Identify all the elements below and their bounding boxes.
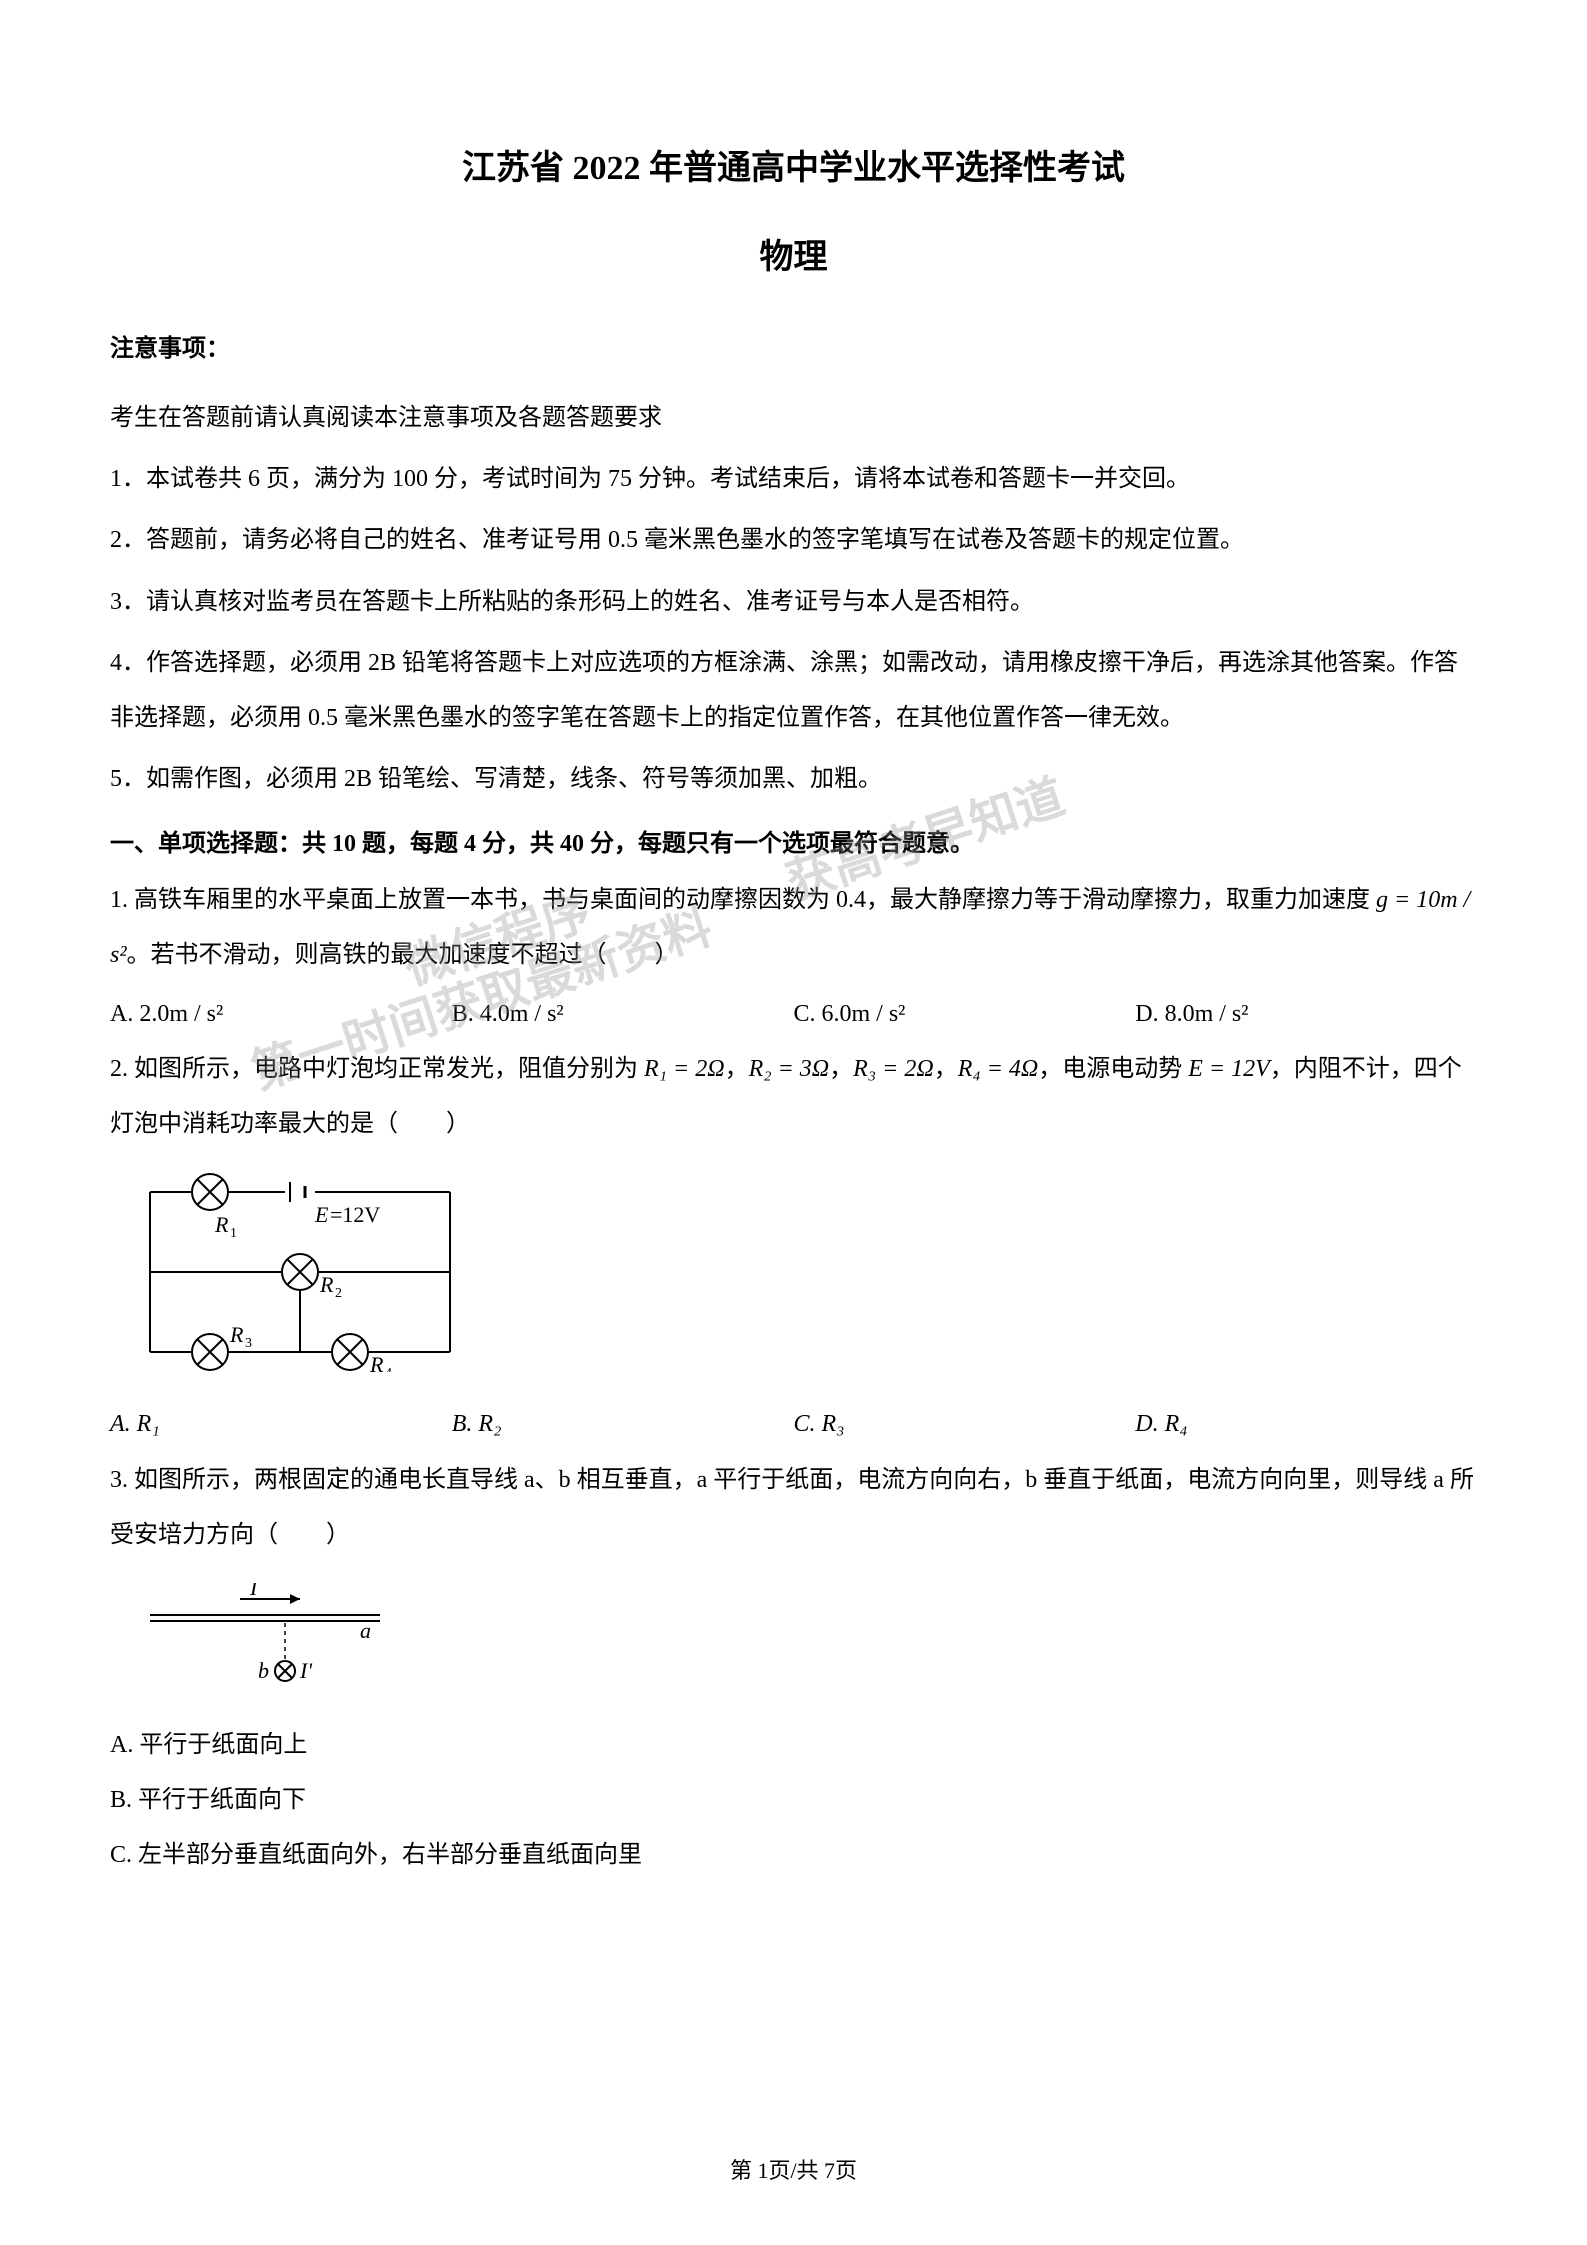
q2-r3: R₃ = 2Ω	[853, 1056, 934, 1082]
sep: ，	[934, 1056, 958, 1082]
notice-item: 4．作答选择题，必须用 2B 铅笔将答题卡上对应选项的方框涂满、涂黑；如需改动，…	[110, 636, 1477, 746]
notice-item: 2．答题前，请务必将自己的姓名、准考证号用 0.5 毫米黑色墨水的签字笔填写在试…	[110, 513, 1477, 568]
notice-item: 1．本试卷共 6 页，满分为 100 分，考试时间为 75 分钟。考试结束后，请…	[110, 452, 1477, 507]
q1-opt-a: A. 2.0m / s²	[110, 987, 452, 1042]
q3-opt-a: A. 平行于纸面向上	[110, 1718, 1477, 1773]
q3-options: A. 平行于纸面向上 B. 平行于纸面向下 C. 左半部分垂直纸面向外，右半部分…	[110, 1718, 1477, 1884]
exam-subject: 物理	[110, 229, 1477, 278]
q2-opt-a: A. R₁	[110, 1397, 452, 1452]
svg-text:b: b	[258, 1658, 269, 1683]
question-1: 1. 高铁车厢里的水平桌面上放置一本书，书与桌面间的动摩擦因数为 0.4，最大静…	[110, 873, 1477, 983]
svg-text:a: a	[360, 1618, 371, 1643]
svg-text:E: E	[314, 1202, 329, 1227]
svg-text:R: R	[319, 1272, 334, 1297]
svg-text:3: 3	[245, 1336, 252, 1351]
svg-text:I: I	[249, 1583, 259, 1600]
svg-text:=12V: =12V	[330, 1202, 380, 1227]
question-3: 3. 如图所示，两根固定的通电长直导线 a、b 相互垂直，a 平行于纸面，电流方…	[110, 1453, 1477, 1563]
q1-options: A. 2.0m / s² B. 4.0m / s² C. 6.0m / s² D…	[110, 987, 1477, 1042]
question-2: 2. 如图所示，电路中灯泡均正常发光，阻值分别为 R₁ = 2Ω，R₂ = 3Ω…	[110, 1042, 1477, 1152]
svg-text:2: 2	[335, 1286, 342, 1301]
notice-header: 注意事项：	[110, 328, 1477, 363]
q1-text-prefix: 1. 高铁车厢里的水平桌面上放置一本书，书与桌面间的动摩擦因数为 0.4，最大静…	[110, 887, 1376, 913]
q2-r1: R₁ = 2Ω	[644, 1056, 725, 1082]
q2-mid: ，电源电动势	[1038, 1056, 1188, 1082]
q2-emf: E = 12V	[1188, 1056, 1270, 1082]
q2-r2: R₂ = 3Ω	[749, 1056, 830, 1082]
q3-opt-c: C. 左半部分垂直纸面向外，右半部分垂直纸面向里	[110, 1828, 1477, 1883]
svg-text:I': I'	[299, 1658, 312, 1683]
q2-r4: R₄ = 4Ω	[958, 1056, 1039, 1082]
q1-text-suffix: 。若书不滑动，则高铁的最大加速度不超过（ ）	[127, 942, 679, 968]
svg-text:R: R	[229, 1322, 244, 1347]
svg-text:R: R	[214, 1212, 229, 1237]
notice-intro: 考生在答题前请认真阅读本注意事项及各题答题要求	[110, 391, 1477, 446]
q2-opt-c: C. R₃	[794, 1397, 1136, 1452]
q3-opt-b: B. 平行于纸面向下	[110, 1773, 1477, 1828]
q2-prefix: 2. 如图所示，电路中灯泡均正常发光，阻值分别为	[110, 1056, 644, 1082]
section-1-title: 一、单项选择题：共 10 题，每题 4 分，共 40 分，每题只有一个选项最符合…	[110, 817, 1477, 872]
q2-opt-d: D. R₄	[1135, 1397, 1477, 1452]
q3-figure: I a b I'	[130, 1583, 1477, 1698]
sep: ，	[725, 1056, 749, 1082]
q2-opt-b: B. R₂	[452, 1397, 794, 1452]
q1-opt-c: C. 6.0m / s²	[794, 987, 1136, 1042]
notice-item: 3．请认真核对监考员在答题卡上所粘贴的条形码上的姓名、准考证号与本人是否相符。	[110, 575, 1477, 630]
q1-opt-b: B. 4.0m / s²	[452, 987, 794, 1042]
page-number: 第 1页/共 7页	[0, 2153, 1587, 2185]
q2-circuit-figure: R1 E=12V R2 R3 R4	[130, 1172, 1477, 1377]
q1-opt-d: D. 8.0m / s²	[1135, 987, 1477, 1042]
svg-text:4: 4	[385, 1366, 392, 1372]
svg-text:R: R	[369, 1352, 384, 1372]
svg-text:1: 1	[230, 1226, 237, 1241]
notice-item: 5．如需作图，必须用 2B 铅笔绘、写清楚，线条、符号等须加黑、加粗。	[110, 752, 1477, 807]
q2-options: A. R₁ B. R₂ C. R₃ D. R₄	[110, 1397, 1477, 1452]
sep: ，	[829, 1056, 853, 1082]
exam-title: 江苏省 2022 年普通高中学业水平选择性考试	[110, 140, 1477, 189]
